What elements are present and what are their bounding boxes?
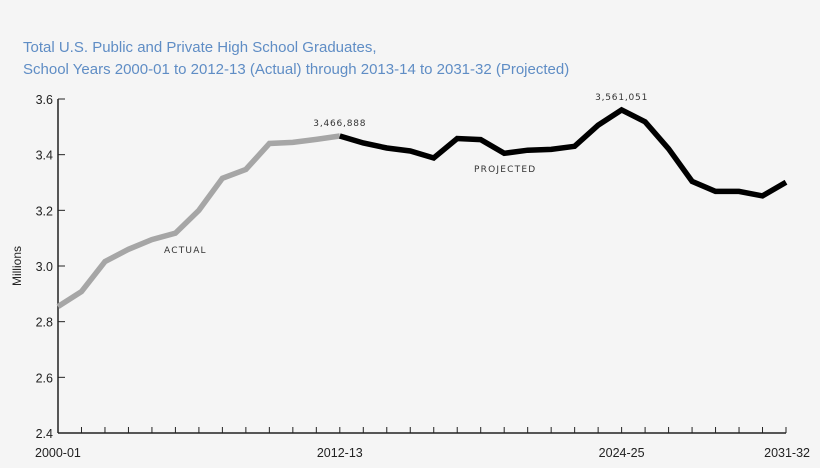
x-tick-label: 2012-13: [317, 446, 363, 460]
chart-annotations: 3,466,888 3,561,051 ACTUAL PROJECTED: [164, 93, 648, 256]
value-label: 3,466,888: [313, 119, 366, 129]
actual-series-label: ACTUAL: [164, 246, 207, 256]
chart-title-line-1: Total U.S. Public and Private High Schoo…: [23, 39, 377, 56]
series-projected-line: [339, 106, 788, 199]
y-axis-label: Millions: [10, 246, 24, 286]
value-label: 3,561,051: [595, 93, 648, 103]
projected-series-label: PROJECTED: [474, 165, 536, 175]
y-tick-label: 2.8: [36, 316, 53, 330]
chart-lines: [56, 106, 788, 309]
chart-title-line-2: School Years 2000-01 to 2012-13 (Actual)…: [23, 61, 570, 78]
y-tick-label: 2.4: [36, 427, 53, 441]
chart-title: Total U.S. Public and Private High Schoo…: [23, 37, 569, 81]
y-tick-label: 3.2: [36, 204, 53, 218]
series-actual-line: [56, 133, 341, 309]
y-tick-label: 3.4: [36, 149, 53, 163]
chart-axes: 2.4 2.6 2.8 3.0 3.2 3.4 3.6 Millions 2000-01 2012…: [10, 93, 810, 460]
x-tick-label: 2031-32: [764, 446, 810, 460]
y-tick-label: 3.0: [36, 260, 53, 274]
x-tick-label: 2024-25: [599, 446, 645, 460]
x-tick-label: 2000-01: [35, 446, 81, 460]
y-tick-label: 3.6: [36, 93, 53, 107]
y-tick-label: 2.6: [36, 371, 53, 385]
